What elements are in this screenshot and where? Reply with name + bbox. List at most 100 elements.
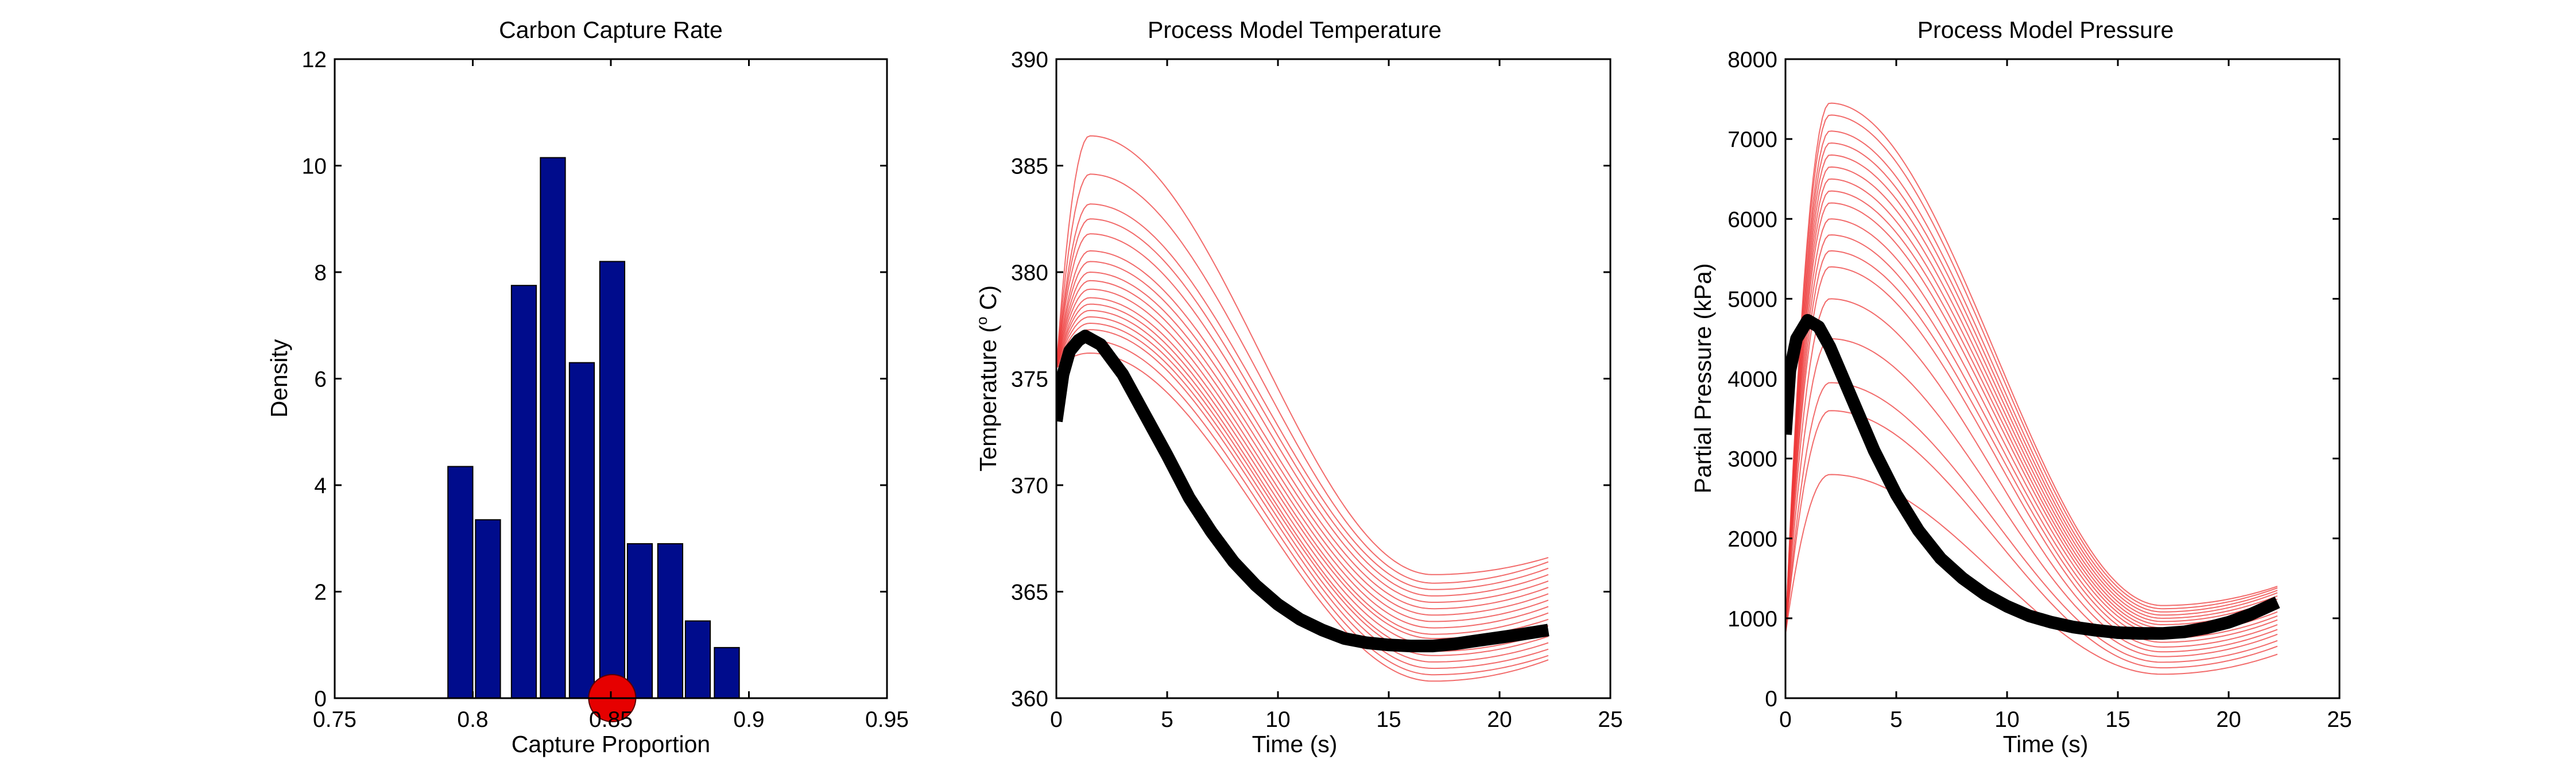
series-group xyxy=(1056,135,1550,682)
y-tick-label: 385 xyxy=(1011,154,1048,179)
ensemble-line xyxy=(1056,261,1549,616)
plot-area xyxy=(447,157,740,722)
x-tick-label: 0.75 xyxy=(313,707,357,732)
ensemble-line xyxy=(1785,142,2278,634)
y-tick-label: 5000 xyxy=(1727,287,1777,312)
x-tick-label: 0.8 xyxy=(457,707,488,732)
bar xyxy=(447,466,474,699)
chart-title: Carbon Capture Rate xyxy=(499,17,723,43)
ensemble-line xyxy=(1056,322,1549,663)
y-axis-label: Partial Pressure (kPa) xyxy=(1690,263,1716,493)
x-tick-label: 10 xyxy=(1994,707,2019,732)
ensemble-line xyxy=(1785,234,2278,639)
ensemble-line xyxy=(1056,233,1549,603)
x-tick-label: 10 xyxy=(1265,707,1290,732)
bar xyxy=(657,543,684,699)
ensemble-line xyxy=(1056,309,1549,652)
ensemble-line xyxy=(1785,166,2278,634)
y-tick-label: 380 xyxy=(1011,261,1048,285)
ensemble-line xyxy=(1785,474,2278,675)
y-axis-label-degree: o xyxy=(973,316,990,324)
temperature-chart: Process Model Temperature 0 5 10 15 20 25 360 3… xyxy=(973,17,1623,757)
ticks: 0.75 0.8 0.85 0.9 0.95 0 2 4 6 8 10 12 xyxy=(302,48,909,732)
y-tick-label: 390 xyxy=(1011,48,1048,72)
ensemble-line xyxy=(1785,102,2278,634)
y-tick-label: 0 xyxy=(314,687,327,711)
bar xyxy=(510,285,537,699)
y-tick-label: 2000 xyxy=(1727,527,1777,552)
ticks: 0 5 10 15 20 25 0 1000 2000 3000 4000 5000 6000 7000 8… xyxy=(1727,48,2352,732)
ensemble-line xyxy=(1056,339,1549,676)
y-tick-label: 2 xyxy=(314,580,327,605)
x-tick-label: 0.85 xyxy=(589,707,633,732)
ensemble-line xyxy=(1056,316,1549,656)
ensemble-line xyxy=(1785,266,2278,648)
y-axis-label-unit: C) xyxy=(975,285,1001,317)
chart-title: Process Model Pressure xyxy=(1918,17,2174,43)
x-tick-label: 0.9 xyxy=(733,707,764,732)
ensemble-line xyxy=(1785,130,2278,634)
ensemble-line xyxy=(1785,114,2278,634)
y-tick-label: 6 xyxy=(314,367,327,392)
ensemble-line xyxy=(1785,298,2278,653)
x-tick-label: 25 xyxy=(2327,707,2352,732)
y-tick-label: 12 xyxy=(302,48,327,72)
x-tick-label: 0.95 xyxy=(865,707,909,732)
x-axis-label: Time (s) xyxy=(1252,731,1338,757)
y-tick-label: 6000 xyxy=(1727,207,1777,232)
capture-chart: Carbon Capture Rate 0.75 0.8 0.85 0.9 0.95 0 2… xyxy=(266,17,909,757)
y-tick-label: 1000 xyxy=(1727,607,1777,632)
pressure-chart: Process Model Pressure 0 5 10 15 20 25 0 1000 20… xyxy=(1690,17,2352,757)
ensemble-line xyxy=(1056,352,1549,682)
bar xyxy=(568,362,595,699)
ensemble-line xyxy=(1056,173,1549,584)
bar xyxy=(714,646,740,699)
ensemble-line xyxy=(1056,218,1549,597)
ensemble-line xyxy=(1785,410,2278,669)
x-tick-label: 5 xyxy=(1890,707,1903,732)
ensemble-line xyxy=(1785,382,2278,663)
y-tick-label: 8 xyxy=(314,261,327,285)
ensemble-line xyxy=(1056,329,1549,669)
x-tick-label: 5 xyxy=(1161,707,1173,732)
x-tick-label: 0 xyxy=(1050,707,1063,732)
y-tick-label: 4 xyxy=(314,474,327,498)
bar xyxy=(684,620,711,699)
x-tick-label: 20 xyxy=(1487,707,1512,732)
x-axis-label: Time (s) xyxy=(2003,731,2089,757)
y-axis-label: Density xyxy=(266,339,292,417)
bar xyxy=(540,157,566,699)
x-tick-label: 0 xyxy=(1779,707,1792,732)
y-axis-label-main: Temperature ( xyxy=(975,325,1001,472)
ensemble-line xyxy=(1056,280,1549,629)
x-tick-label: 15 xyxy=(2105,707,2130,732)
ensemble-line xyxy=(1785,178,2278,634)
bar xyxy=(599,261,626,699)
y-tick-label: 8000 xyxy=(1727,48,1777,72)
ensemble-line xyxy=(1056,135,1549,575)
x-tick-label: 25 xyxy=(1598,707,1622,732)
y-tick-label: 365 xyxy=(1011,580,1048,605)
ensemble-line xyxy=(1056,203,1549,590)
mean-line xyxy=(1056,330,1550,653)
x-tick-label: 15 xyxy=(1376,707,1401,732)
y-tick-label: 375 xyxy=(1011,367,1048,392)
y-axis-label: Temperature (o C) xyxy=(973,285,1001,471)
x-tick-label: 20 xyxy=(2216,707,2241,732)
y-tick-label: 7000 xyxy=(1727,127,1777,152)
y-tick-label: 4000 xyxy=(1727,367,1777,392)
ticks: 0 5 10 15 20 25 360 365 370 375 380 385 390 xyxy=(1011,48,1623,732)
x-axis-label: Capture Proportion xyxy=(512,731,710,757)
series-group xyxy=(1785,102,2280,675)
plot-area xyxy=(1785,102,2280,675)
chart-title: Process Model Temperature xyxy=(1148,17,1442,43)
ensemble-line xyxy=(1785,338,2278,657)
ensemble-line xyxy=(1785,154,2278,634)
bar xyxy=(475,519,501,699)
plot-area xyxy=(1056,135,1550,682)
y-tick-label: 370 xyxy=(1011,474,1048,498)
y-tick-label: 360 xyxy=(1011,687,1048,711)
y-tick-label: 0 xyxy=(1765,687,1777,711)
y-tick-label: 10 xyxy=(302,154,327,179)
